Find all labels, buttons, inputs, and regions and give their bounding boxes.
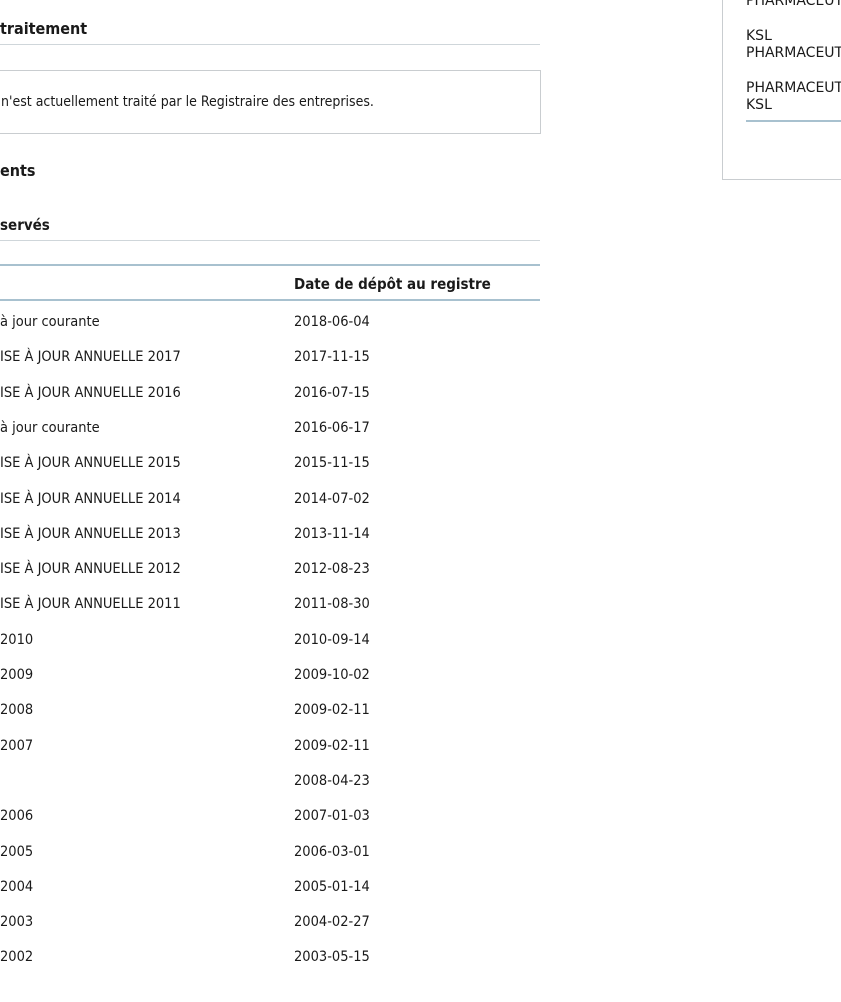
traitement-heading: traitement (0, 19, 88, 38)
conserves-heading: servés (0, 216, 50, 234)
table-cell-date: 2017-11-15 (294, 349, 370, 365)
table-cell-document: à jour courante (0, 314, 100, 330)
side-panel (722, 0, 841, 180)
table-cell-document: 2005 (0, 844, 34, 860)
table-cell-document: ISE À JOUR ANNUELLE 2016 (0, 385, 181, 401)
table-cell-document: ISE À JOUR ANNUELLE 2015 (0, 455, 181, 471)
table-cell-document: à jour courante (0, 420, 100, 436)
table-cell-date: 2009-02-11 (294, 702, 370, 718)
table-cell-date: 2014-07-02 (294, 491, 370, 507)
table-cell-document: 2009 (0, 667, 34, 683)
status-message-box: n'est actuellement traité par le Registr… (0, 70, 541, 134)
side-panel-line: PHARMACEUTIC (746, 45, 841, 61)
table-cell-date: 2016-07-15 (294, 385, 370, 401)
table-cell-document: 2003 (0, 914, 34, 930)
side-panel-line: PHARMACEUTIQ (746, 80, 841, 96)
table-cell-document: 2008 (0, 702, 34, 718)
table-cell-date: 2004-02-27 (294, 914, 370, 930)
table-cell-date: 2009-02-11 (294, 738, 370, 754)
side-panel-border (746, 120, 841, 122)
table-cell-document: 2007 (0, 738, 34, 754)
documents-heading: ents (0, 161, 36, 180)
table-cell-document: ISE À JOUR ANNUELLE 2012 (0, 561, 181, 577)
table-cell-date: 2009-10-02 (294, 667, 370, 683)
table-cell-document: 2002 (0, 949, 34, 965)
table-cell-document: 2010 (0, 632, 34, 648)
side-panel-line: KSL (746, 97, 772, 113)
table-cell-document: 2006 (0, 808, 34, 824)
table-top-border (0, 264, 540, 266)
table-cell-date: 2016-06-17 (294, 420, 370, 436)
table-cell-document: ISE À JOUR ANNUELLE 2013 (0, 526, 181, 542)
side-panel-line: PHARMACEUTIC (746, 0, 841, 9)
table-cell-document: 2004 (0, 879, 34, 895)
table-cell-date: 2013-11-14 (294, 526, 370, 542)
table-cell-date: 2015-11-15 (294, 455, 370, 471)
table-cell-date: 2010-09-14 (294, 632, 370, 648)
table-cell-document: ISE À JOUR ANNUELLE 2014 (0, 491, 181, 507)
table-cell-date: 2011-08-30 (294, 596, 370, 612)
table-cell-date: 2008-04-23 (294, 773, 370, 789)
table-cell-document: ISE À JOUR ANNUELLE 2017 (0, 349, 181, 365)
divider (0, 44, 540, 45)
table-cell-document: ISE À JOUR ANNUELLE 2011 (0, 596, 181, 612)
status-message: n'est actuellement traité par le Registr… (1, 94, 374, 110)
table-cell-date: 2018-06-04 (294, 314, 370, 330)
table-header-border (0, 299, 540, 301)
table-cell-date: 2003-05-15 (294, 949, 370, 965)
table-cell-date: 2012-08-23 (294, 561, 370, 577)
table-cell-date: 2006-03-01 (294, 844, 370, 860)
table-cell-date: 2007-01-03 (294, 808, 370, 824)
divider (0, 240, 540, 241)
side-panel-line: KSL (746, 28, 772, 44)
table-cell-date: 2005-01-14 (294, 879, 370, 895)
column-header-date: Date de dépôt au registre (294, 275, 491, 293)
